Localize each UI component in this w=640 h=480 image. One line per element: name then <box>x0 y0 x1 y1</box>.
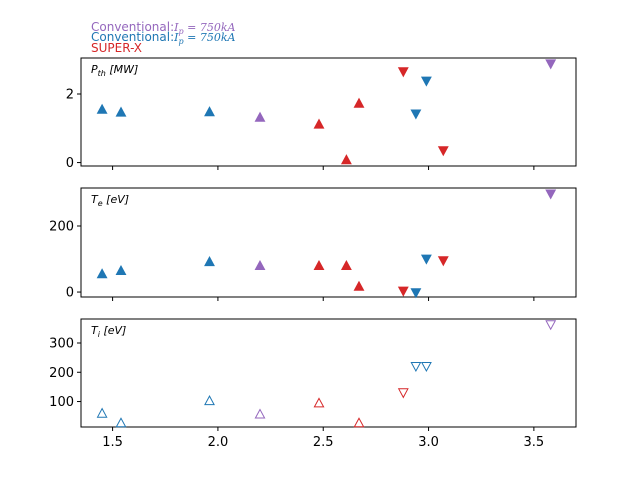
xtick-label: 2.5 <box>313 435 334 450</box>
ytick-label: 2 <box>66 88 74 103</box>
panel-3-point-4 <box>254 408 266 419</box>
panel-2-frame <box>80 187 577 298</box>
panel-1-point-1 <box>96 103 108 114</box>
panel-3-ytick: 100 <box>49 395 81 410</box>
ytick-label: 0 <box>66 156 74 171</box>
panel-2-point-2 <box>115 264 127 275</box>
panel-2-ytick: 200 <box>49 219 81 234</box>
ytick-label: 300 <box>49 337 74 352</box>
panel-3-point-5 <box>313 397 325 408</box>
ytick-label: 100 <box>49 395 74 410</box>
panel-2: 0 200 Te [eV] <box>49 187 577 301</box>
panel-3-point-6 <box>353 417 365 428</box>
legend-entry-red-label: SUPER-X <box>91 41 143 55</box>
panel-3-frame <box>80 318 577 428</box>
panel-1-ytick: 0 <box>66 156 81 171</box>
xtick-label: 1.5 <box>102 435 123 450</box>
legend-entry-purple-formula: Ip = 750kA <box>174 21 236 37</box>
ytick-label: 200 <box>49 366 74 381</box>
panel-2-point-7 <box>353 280 365 291</box>
panel-3-xtick: 2.5 <box>313 427 334 450</box>
panel-1-point-3 <box>204 106 215 117</box>
xtick-label: 2.0 <box>208 435 229 450</box>
legend-entry-blue: Conventional:Ip = 750kA <box>91 31 235 48</box>
legend-entry-blue-prefix: Conventional: <box>91 30 175 44</box>
panel-3-ytick: 200 <box>49 366 81 381</box>
panel-1-ytick: 2 <box>66 88 81 103</box>
ytick-label: 0 <box>66 286 74 301</box>
panel-2-point-1 <box>96 268 108 279</box>
panel-2-point-3 <box>204 256 215 267</box>
panel-1-point-6 <box>340 154 352 165</box>
legend-entry-blue-formula: Ip = 750kA <box>174 31 236 47</box>
panel-3-point-3 <box>204 395 215 406</box>
xtick-label: 3.0 <box>418 435 439 450</box>
panel-2-label: Te [eV] <box>91 193 129 208</box>
panel-1-point-2 <box>115 106 127 117</box>
panel-2-point-11 <box>437 256 449 267</box>
panel-3-xtick: 3.0 <box>418 427 439 450</box>
panel-3-label: Ti [eV] <box>91 324 126 339</box>
panel-1-point-4 <box>254 111 266 122</box>
panels: 0 2 Pth [MW] 0 200 Te [eV] 100 200 300 1.5 2.0 2.5 3… <box>49 57 577 450</box>
panel-1-point-5 <box>313 118 325 129</box>
panel-3-xtick: 2.0 <box>208 427 229 450</box>
legend-entry-red: SUPER-X <box>91 42 142 54</box>
panel-3-xtick: 1.5 <box>102 427 123 450</box>
panel-1: 0 2 Pth [MW] <box>66 57 577 171</box>
panel-1-frame <box>80 57 577 167</box>
panel-3-point-7 <box>397 388 409 399</box>
panel-1-point-11 <box>437 146 449 157</box>
panel-1-point-9 <box>410 109 422 120</box>
panel-2-point-12 <box>545 189 557 200</box>
xtick-label: 3.5 <box>524 435 545 450</box>
panel-1-label: Pth [MW] <box>91 63 138 78</box>
panel-2-point-9 <box>410 288 422 299</box>
ytick-label: 200 <box>49 219 74 234</box>
legend-entry-purple-prefix: Conventional: <box>91 20 175 34</box>
panel-3-point-10 <box>545 320 557 331</box>
panel-2-point-5 <box>313 259 325 270</box>
panel-1-point-12 <box>545 59 557 70</box>
panel-3-xtick: 3.5 <box>524 427 545 450</box>
panel-3-point-9 <box>420 362 432 373</box>
panel-2-point-4 <box>254 259 266 270</box>
panel-3: 100 200 300 1.5 2.0 2.5 3.0 3.5 Ti [eV] <box>49 318 577 450</box>
panel-3-point-8 <box>410 362 422 373</box>
legend-entry-purple: Conventional:Ip = 750kA <box>91 21 235 38</box>
panel-3-point-2 <box>115 417 127 428</box>
panel-2-point-8 <box>397 286 409 297</box>
panel-1-point-10 <box>420 76 432 87</box>
panel-2-point-6 <box>340 259 352 270</box>
panel-3-point-1 <box>96 407 108 418</box>
panel-1-point-8 <box>397 67 409 78</box>
panel-3-ytick: 300 <box>49 337 81 352</box>
panel-1-point-7 <box>353 97 365 108</box>
panel-2-ytick: 0 <box>66 286 81 301</box>
panel-2-point-10 <box>420 254 432 265</box>
